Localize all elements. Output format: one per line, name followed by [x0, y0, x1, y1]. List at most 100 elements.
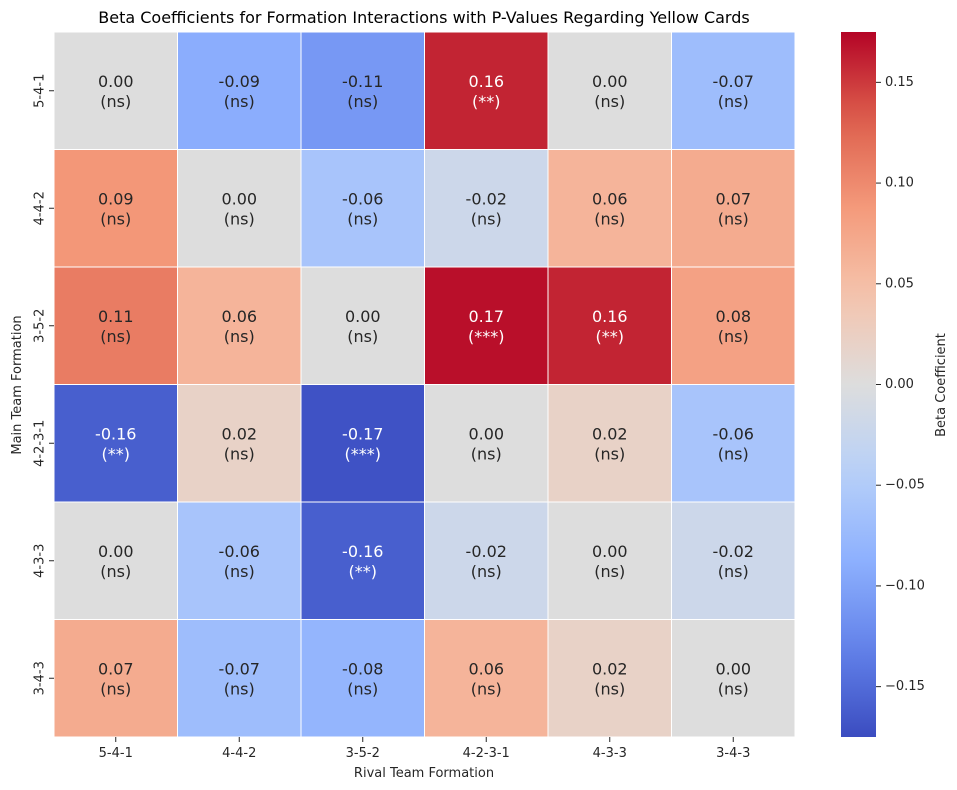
- x-tick-label: 5-4-1: [99, 746, 133, 761]
- heatmap-cells: 0.00(ns)-0.09(ns)-0.11(ns)0.16(**)0.00(n…: [53, 31, 796, 738]
- cell-value-label: -0.17: [342, 424, 383, 443]
- cell-value-label: -0.07: [713, 72, 754, 91]
- cell-value-label: 0.02: [592, 659, 628, 678]
- y-tick-label: 3-4-3: [33, 661, 48, 695]
- heatmap-cell: [671, 501, 796, 620]
- heatmap-cell: [300, 501, 425, 620]
- cell-value-label: 0.07: [715, 189, 751, 208]
- cell-significance-label: (ns): [718, 444, 749, 463]
- y-axis-ticks: 5-4-1 4-4-2 3-5-2 4-2-3-1 4-3-3 3-4-3: [33, 74, 54, 695]
- x-axis-label: Rival Team Formation: [354, 766, 494, 781]
- cell-significance-label: (ns): [471, 444, 502, 463]
- cell-value-label: 0.17: [468, 307, 504, 326]
- cell-significance-label: (ns): [718, 92, 749, 111]
- heatmap-cell: [177, 31, 302, 150]
- heatmap-cell: [53, 619, 178, 738]
- heatmap-cell: [53, 31, 178, 150]
- cell-significance-label: (ns): [100, 209, 131, 228]
- heatmap-cell: [53, 384, 178, 503]
- colorbar-tick-label: 0.10: [885, 176, 914, 191]
- cell-value-label: -0.06: [219, 542, 260, 561]
- cell-value-label: -0.02: [466, 542, 507, 561]
- cell-value-label: 0.00: [592, 72, 628, 91]
- cell-significance-label: (ns): [718, 209, 749, 228]
- cell-value-label: 0.16: [592, 307, 628, 326]
- cell-significance-label: (ns): [347, 209, 378, 228]
- heatmap-cell: [424, 501, 549, 620]
- x-tick-label: 4-3-3: [593, 746, 627, 761]
- cell-significance-label: (ns): [718, 562, 749, 581]
- cell-significance-label: (ns): [347, 679, 378, 698]
- heatmap-cell: [424, 149, 549, 268]
- heatmap-cell: [300, 31, 425, 150]
- colorbar-label: Beta Coefficient: [934, 333, 949, 437]
- heatmap-cell: [547, 619, 672, 738]
- y-tick-label: 4-2-3-1: [33, 420, 48, 467]
- colorbar-tick-label: 0.15: [885, 75, 914, 90]
- cell-value-label: -0.09: [219, 72, 260, 91]
- cell-value-label: -0.11: [342, 72, 383, 91]
- cell-significance-label: (***): [345, 444, 381, 463]
- cell-significance-label: (ns): [594, 562, 625, 581]
- heatmap-cell: [300, 266, 425, 385]
- y-tick-label: 3-5-2: [33, 309, 48, 343]
- cell-value-label: 0.06: [221, 307, 257, 326]
- colorbar-tick-label: 0.00: [885, 377, 914, 392]
- colorbar-tick-label: 0.05: [885, 276, 914, 291]
- colorbar-tick-label: −0.10: [885, 578, 925, 593]
- cell-value-label: 0.00: [468, 424, 504, 443]
- colorbar-tick-label: −0.15: [885, 679, 925, 694]
- cell-significance-label: (**): [102, 444, 130, 463]
- cell-significance-label: (ns): [224, 209, 255, 228]
- cell-value-label: 0.08: [715, 307, 751, 326]
- heatmap-cell: [424, 384, 549, 503]
- cell-significance-label: (ns): [471, 679, 502, 698]
- cell-value-label: 0.06: [592, 189, 628, 208]
- cell-value-label: -0.16: [342, 542, 383, 561]
- heatmap-cell: [53, 501, 178, 620]
- cell-significance-label: (ns): [100, 327, 131, 346]
- cell-significance-label: (ns): [224, 562, 255, 581]
- heatmap-cell: [671, 619, 796, 738]
- cell-significance-label: (ns): [224, 444, 255, 463]
- cell-significance-label: (ns): [100, 679, 131, 698]
- heatmap-cell: [53, 149, 178, 268]
- heatmap-cell: [300, 384, 425, 503]
- cell-significance-label: (ns): [224, 679, 255, 698]
- heatmap-cell: [177, 501, 302, 620]
- cell-significance-label: (ns): [347, 92, 378, 111]
- heatmap-cell: [424, 266, 549, 385]
- cell-significance-label: (**): [472, 92, 500, 111]
- x-axis-ticks: 5-4-1 4-4-2 3-5-2 4-2-3-1 4-3-3 3-4-3: [99, 737, 750, 761]
- heatmap-cell: [300, 149, 425, 268]
- cell-significance-label: (ns): [594, 444, 625, 463]
- colorbar-tick-label: −0.05: [885, 478, 925, 493]
- heatmap-cell: [671, 31, 796, 150]
- heatmap-cell: [177, 619, 302, 738]
- cell-significance-label: (ns): [224, 92, 255, 111]
- heatmap-cell: [547, 384, 672, 503]
- heatmap-cell: [424, 31, 549, 150]
- x-tick-label: 4-2-3-1: [463, 746, 510, 761]
- cell-value-label: 0.00: [592, 542, 628, 561]
- cell-value-label: 0.16: [468, 72, 504, 91]
- heatmap-cell: [671, 266, 796, 385]
- cell-value-label: -0.02: [466, 189, 507, 208]
- cell-value-label: 0.00: [221, 189, 257, 208]
- cell-significance-label: (ns): [347, 327, 378, 346]
- cell-significance-label: (ns): [594, 679, 625, 698]
- cell-significance-label: (ns): [100, 562, 131, 581]
- cell-significance-label: (**): [349, 562, 377, 581]
- y-axis-label: Main Team Formation: [10, 315, 25, 454]
- cell-value-label: 0.00: [98, 542, 134, 561]
- cell-significance-label: (ns): [718, 327, 749, 346]
- heatmap-cell: [177, 266, 302, 385]
- cell-value-label: 0.00: [715, 659, 751, 678]
- cell-value-label: 0.09: [98, 189, 134, 208]
- cell-value-label: 0.11: [98, 307, 134, 326]
- chart-title: Beta Coefficients for Formation Interact…: [98, 8, 749, 27]
- cell-significance-label: (ns): [224, 327, 255, 346]
- y-tick-label: 4-3-3: [33, 544, 48, 578]
- cell-value-label: 0.00: [98, 72, 134, 91]
